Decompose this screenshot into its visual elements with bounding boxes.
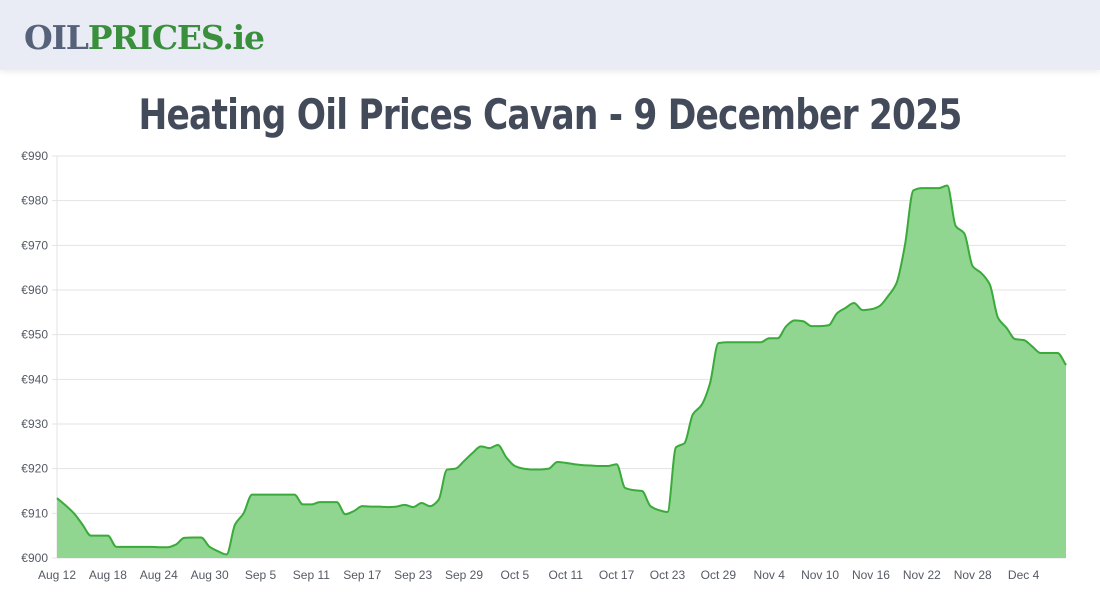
x-tick-label: Nov 4 [754, 568, 786, 582]
price-area-fill [57, 185, 1066, 559]
y-tick-label: €960 [21, 283, 48, 297]
x-tick-label: Oct 29 [701, 568, 737, 582]
x-tick-label: Sep 29 [445, 568, 483, 582]
price-line [56, 184, 1067, 556]
y-tick-label: €950 [21, 328, 48, 342]
x-tick-label: Aug 24 [140, 568, 178, 582]
x-tick-label: Aug 30 [191, 568, 229, 582]
y-tick-label: €940 [21, 372, 48, 386]
y-tick-label: €990 [21, 149, 48, 163]
x-tick-label: Nov 28 [954, 568, 992, 582]
x-tick-label: Dec 4 [1008, 568, 1040, 582]
x-tick-label: Oct 11 [549, 568, 584, 582]
y-tick-label: €900 [21, 551, 48, 565]
logo-text-prices: PRICES.ie [87, 18, 265, 57]
x-tick-label: Oct 23 [650, 568, 686, 582]
x-tick-label: Sep 5 [245, 568, 277, 582]
logo-text-oil: OIL [24, 18, 89, 57]
y-tick-label: €930 [21, 417, 48, 431]
x-tick-label: Nov 16 [852, 568, 890, 582]
y-tick-label: €910 [21, 506, 48, 520]
x-tick-label: Sep 17 [343, 568, 381, 582]
x-tick-label: Aug 12 [38, 568, 76, 582]
x-tick-label: Oct 17 [599, 568, 635, 582]
site-logo[interactable]: OILPRICES.ie [24, 18, 265, 58]
site-header: OILPRICES.ie [0, 0, 1100, 70]
y-tick-label: €920 [21, 462, 48, 476]
x-tick-label: Oct 5 [501, 568, 530, 582]
x-axis: Aug 12 Aug 18 Aug 24 Aug 30 Sep 5 Sep 11 Sep 1… [38, 568, 1040, 582]
x-tick-label: Nov 22 [903, 568, 941, 582]
x-tick-label: Sep 11 [293, 568, 330, 582]
y-tick-label: €980 [21, 194, 48, 208]
page-title: Heating Oil Prices Cavan - 9 December 20… [138, 90, 963, 139]
x-tick-label: Aug 18 [89, 568, 127, 582]
y-axis: €900 €910 €920 €930 €940 €950 €960 €970 €980 €990 [21, 149, 48, 565]
x-tick-label: Nov 10 [801, 568, 839, 582]
y-tick-label: €970 [21, 238, 48, 252]
x-tick-label: Sep 23 [394, 568, 432, 582]
